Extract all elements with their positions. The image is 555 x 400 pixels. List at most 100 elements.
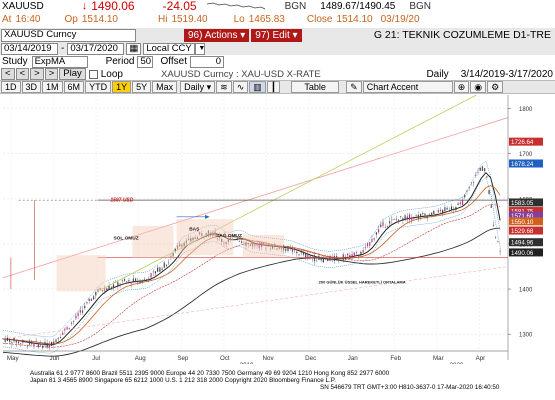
x-tick-label: Mar <box>433 355 444 362</box>
x-tick-label: Apr <box>476 355 486 362</box>
footer-background <box>0 364 555 400</box>
x-tick-label: Sep <box>177 355 189 362</box>
range-dash: - <box>61 43 65 54</box>
offset-label: Offset <box>160 56 187 67</box>
price-tag: 1550.10 <box>511 219 534 226</box>
calendar-icon[interactable]: ▦ <box>126 42 142 55</box>
bid-ask: 1489.67/1490.45 <box>320 0 396 12</box>
x-tick-label: Aug <box>135 355 147 362</box>
x-tick-label: Oct <box>220 355 230 362</box>
security-input[interactable]: XAUUSD Curncy <box>1 28 136 42</box>
chevron-down-icon[interactable]: ▼ <box>195 42 206 55</box>
table-button[interactable]: Table <box>291 81 340 93</box>
ask-label: BGN <box>409 0 432 12</box>
price-tag: 1494.96 <box>511 240 534 247</box>
price-tag: 1678.24 <box>511 161 534 168</box>
actions-num: 96) <box>188 29 203 41</box>
at-label: At <box>2 14 12 25</box>
head-label: BAŞ <box>189 226 200 232</box>
play-bar: < < > > Play Loop XAUUSD Curncy : XAU-US… <box>0 68 555 80</box>
end-button[interactable]: > <box>44 68 59 80</box>
x-tick-label: Jul <box>92 355 100 362</box>
tab-1d[interactable]: 1D <box>1 81 21 93</box>
footer-line-1: Australia 61 2 9777 8600 Brazil 5511 239… <box>30 370 390 377</box>
x-tick-label: Jun <box>50 355 61 362</box>
y-tick-label: 1300 <box>519 333 533 339</box>
y-tick-label: 1400 <box>519 288 533 294</box>
bid-label: BGN <box>284 0 307 12</box>
study-bar: Study ExpMA Period 50 Offset 0 <box>0 55 555 68</box>
edit-label: Edit ▾ <box>272 29 298 41</box>
price-tag-bg <box>509 238 543 247</box>
daily-select[interactable]: Daily ▾ <box>180 81 216 93</box>
right-shoulder-label: SAĞ OMUZ <box>216 231 242 239</box>
price-tag-bg <box>509 211 543 220</box>
x-tick-label: Jan <box>348 355 359 362</box>
study-select[interactable]: ExpMA <box>31 55 88 68</box>
hi-label: Hi <box>157 14 168 25</box>
x-tick-label: Feb <box>390 355 401 362</box>
price-tag: 1726.64 <box>511 139 534 146</box>
back-button[interactable]: < <box>15 68 30 80</box>
play-button[interactable]: Play <box>59 68 86 80</box>
chart-accent-button[interactable]: Chart Accent <box>362 81 453 93</box>
chart-style-icon[interactable]: ≋ <box>216 81 232 93</box>
end-date-input[interactable]: 03/17/2020 <box>67 42 125 55</box>
date-range-bar: 03/14/2019 - 03/17/2020 ▦ Local CCY ▼ <box>0 42 555 55</box>
tab-1m[interactable]: 1M <box>42 81 63 93</box>
op-label: Op <box>64 14 78 25</box>
line-chart-icon[interactable]: ∿ <box>232 81 249 93</box>
footer-line-3: SN 546679 TRT GMT+3:00 H810-3637-0 17-Ma… <box>320 384 500 391</box>
down-arrow-icon: ↓ <box>81 0 88 12</box>
pencil-icon[interactable]: ✎ <box>346 81 362 93</box>
period-input[interactable]: 50 <box>137 55 154 68</box>
stats-line: At 16:40 Op 1514.10 Hi 1519.40 Lo 1465.8… <box>0 12 555 27</box>
sparkline <box>206 2 265 10</box>
candle-icon[interactable]: ┃ <box>266 81 281 93</box>
footer-line-2: Japan 81 3 4565 8900 Singapore 65 6212 1… <box>30 377 336 384</box>
quote-header: XAUUSD ↓ 1490.06 -24.05 BGN 1489.67/1490… <box>0 0 555 13</box>
security-description: XAUUSD Curncy : XAU-USD X-RATE <box>160 68 321 80</box>
price-tag: 1571.60 <box>511 213 534 220</box>
tab-5y[interactable]: 5Y <box>132 81 152 93</box>
loop-label: Loop <box>100 68 123 80</box>
annotations: 1597 USD SOL OMUZ BAŞ SAĞ OMUZ 200 GÜNLÜK ÜS… <box>2 95 509 339</box>
tab-1y[interactable]: 1Y <box>112 81 132 93</box>
tab-6m[interactable]: 6M <box>63 81 85 93</box>
bar-chart-icon[interactable]: ▥ <box>249 81 266 93</box>
close-label: Close <box>306 14 333 25</box>
rewind-button[interactable]: < <box>1 68 15 80</box>
price-tag: 1529.68 <box>511 228 534 235</box>
tab-3d[interactable]: 3D <box>21 81 42 93</box>
at-time: 16:40 <box>15 14 41 25</box>
tab-ytd[interactable]: YTD <box>85 81 112 93</box>
page-title: G 21: TEKNIK COZUMLEME D1-TRE <box>373 29 551 41</box>
price-tag-bg <box>509 159 543 168</box>
edit-menu-button[interactable]: 97) Edit ▾ <box>251 28 302 42</box>
study-label: Study <box>2 56 28 67</box>
price-tag-bg <box>509 217 543 226</box>
chart-background <box>0 95 555 400</box>
actions-menu-button[interactable]: 96) Actions ▾ <box>184 28 250 42</box>
start-date-input[interactable]: 03/14/2019 <box>1 42 58 55</box>
actions-label: Actions ▾ <box>204 29 246 41</box>
close-date: 03/19/20 <box>380 14 420 25</box>
camera-icon[interactable]: ◉ <box>470 81 487 93</box>
timeframe-toolbar: 1D 3D 1M 6M YTD 1Y 5Y Max Daily ▾ ≋ ∿ ▥ ┃ Table… <box>0 80 555 94</box>
price-tag-bg <box>509 248 543 257</box>
y-tick-label: 1700 <box>519 152 533 158</box>
forward-button[interactable]: > <box>30 68 44 80</box>
currency-select[interactable]: Local CCY <box>143 42 196 55</box>
loop-checkbox[interactable] <box>88 69 98 79</box>
price-chart[interactable]: 1597 USD SOL OMUZ BAŞ SAĞ OMUZ 200 GÜNLÜK ÜS… <box>0 95 555 400</box>
zoom-icon[interactable]: ⊕ <box>453 81 470 93</box>
y-tick-label: 1800 <box>519 107 533 113</box>
price-tag-bg <box>509 207 543 216</box>
lo-label: Lo <box>233 14 245 25</box>
offset-input[interactable]: 0 <box>189 55 224 68</box>
price-tag-bg <box>509 226 543 235</box>
settings-icon[interactable]: ⚙ <box>487 81 504 93</box>
tab-max[interactable]: Max <box>152 81 178 93</box>
timeframe-tabs: 1D 3D 1M 6M YTD 1Y 5Y Max <box>1 81 178 93</box>
frequency-label: Daily <box>426 68 449 80</box>
